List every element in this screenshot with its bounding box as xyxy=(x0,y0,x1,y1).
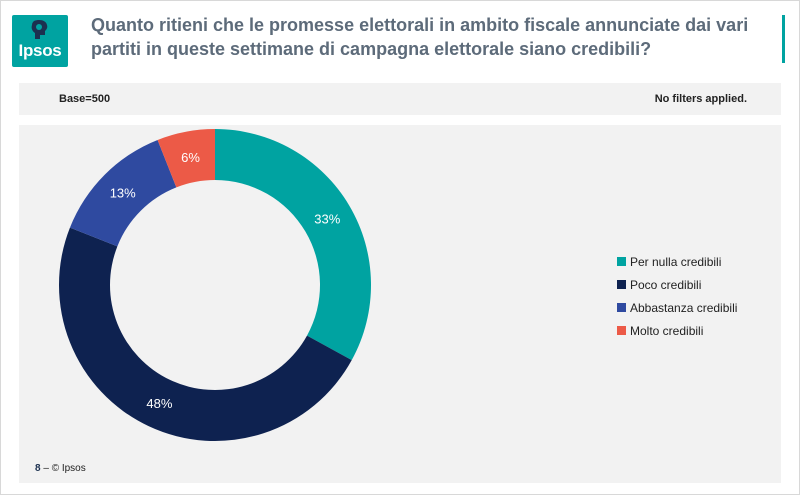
legend-item: Poco credibili xyxy=(617,273,737,296)
chart-panel: 33% 48% 13% 6% Per nulla credibili Poco cred… xyxy=(19,125,781,483)
donut-slice-abbastanza-credibili xyxy=(69,139,177,247)
legend-label: Abbastanza credibili xyxy=(630,300,738,315)
footer-copyright: © Ipsos xyxy=(51,463,86,474)
legend-label: Per nulla credibili xyxy=(630,254,722,269)
data-label-molto-credibili: 6% xyxy=(181,150,200,165)
legend-label: Molto credibili xyxy=(630,323,704,338)
legend-item: Per nulla credibili xyxy=(617,250,737,273)
legend-item: Abbastanza credibili xyxy=(617,296,737,319)
donut-slice-per-nulla-credibili xyxy=(215,129,372,361)
title-accent-bar xyxy=(782,15,785,63)
donut-slice-poco-credibili xyxy=(58,227,352,442)
legend-swatch xyxy=(617,280,626,289)
page-number: 8 xyxy=(35,463,41,474)
donut-chart: 33% 48% 13% 6% xyxy=(58,129,372,442)
donut-slice-molto-credibili xyxy=(157,129,215,188)
logo-head-icon xyxy=(31,20,48,39)
footer: 8 – © Ipsos xyxy=(35,463,86,474)
legend-item: Molto credibili xyxy=(617,319,737,342)
legend-label: Poco credibili xyxy=(630,277,702,292)
legend-swatch xyxy=(617,326,626,335)
footer-separator: – xyxy=(43,463,49,474)
page-title: Quanto ritieni che le promesse elettoral… xyxy=(91,15,749,59)
filters-label: No filters applied. xyxy=(654,93,747,105)
data-label-per-nulla-credibili: 33% xyxy=(314,212,340,227)
legend-swatch xyxy=(617,257,626,266)
chart-legend: Per nulla credibili Poco credibili Abbasta… xyxy=(617,250,737,342)
info-bar: Base=500 No filters applied. xyxy=(19,83,781,115)
logo-wordmark: Ipsos xyxy=(18,41,62,60)
data-label-poco-credibili: 48% xyxy=(146,396,172,411)
data-label-abbastanza-credibili: 13% xyxy=(110,186,136,201)
legend-swatch xyxy=(617,303,626,312)
base-label: Base=500 xyxy=(59,93,111,105)
ipsos-logo: Ipsos xyxy=(12,15,68,67)
